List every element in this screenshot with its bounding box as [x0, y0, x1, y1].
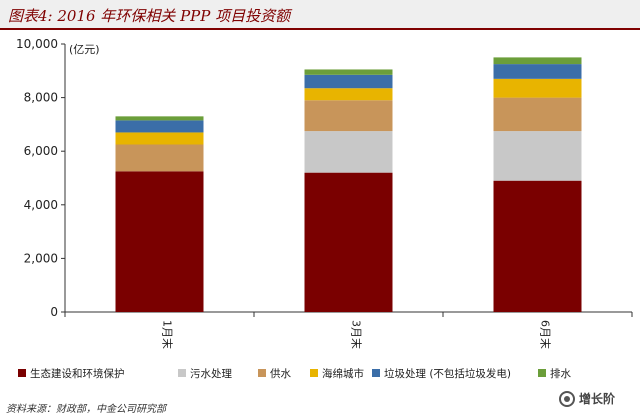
source-note: 资料来源：财政部，中金公司研究部 — [6, 404, 166, 415]
y-tick-label: 10,000 — [16, 37, 58, 51]
bar-segment — [304, 131, 393, 173]
legend-swatch — [258, 369, 266, 377]
y-tick-label: 2,000 — [24, 251, 58, 265]
title-bar: 图表4: 2016 年环保相关 PPP 项目投资额 — [0, 0, 640, 30]
legend-swatch — [310, 369, 318, 377]
wechat-icon — [559, 390, 575, 407]
bar-segment — [115, 116, 204, 121]
legend-swatch — [18, 369, 26, 377]
legend-label: 海绵城市 — [322, 367, 364, 380]
bar-segment — [493, 64, 582, 79]
y-tick-label: 6,000 — [24, 144, 58, 158]
bar-segment — [493, 57, 582, 65]
bar-segment — [304, 74, 393, 89]
legend-swatch — [538, 369, 546, 377]
chart-title: 图表4: 2016 年环保相关 PPP 项目投资额 — [8, 7, 291, 25]
bar-segment — [115, 144, 204, 172]
axes: 0 2,000 4,000 6,000 8,000 10,000 (亿元) 1月末 3月末 6月末 — [16, 37, 633, 349]
legend-swatch — [178, 369, 186, 377]
bar-segment — [304, 172, 393, 312]
legend: 生态建设和环境保护 污水处理 供水 海绵城市 垃圾处理 (不包括垃圾发电) 排水 — [18, 367, 571, 380]
bar-segment — [493, 180, 582, 312]
bar-segment — [304, 88, 393, 101]
bar-segment — [493, 78, 582, 98]
bar-segment — [115, 171, 204, 312]
legend-label: 排水 — [550, 367, 571, 380]
bars — [115, 57, 582, 312]
y-tick-label: 8,000 — [24, 91, 58, 105]
bar-segment — [493, 131, 582, 181]
bar-segment — [304, 69, 393, 75]
x-tick-label: 6月末 — [539, 320, 553, 349]
watermark-text: 增长阶 — [579, 392, 616, 406]
y-tick-label: 4,000 — [24, 198, 58, 212]
bar-segment — [493, 97, 582, 132]
legend-label: 污水处理 — [190, 368, 232, 380]
legend-label: 供水 — [270, 367, 291, 380]
bar-segment — [304, 100, 393, 132]
legend-label: 生态建设和环境保护 — [30, 367, 125, 380]
bar-segment — [115, 132, 204, 145]
y-unit-label: (亿元) — [69, 43, 100, 56]
x-tick-label: 1月末 — [161, 320, 175, 349]
y-tick-label: 0 — [50, 305, 58, 319]
bar-segment — [115, 120, 204, 133]
x-tick-label: 3月末 — [350, 320, 364, 349]
legend-swatch — [372, 369, 380, 377]
legend-label: 垃圾处理 (不包括垃圾发电) — [384, 367, 511, 380]
watermark: 增长阶 — [555, 388, 620, 409]
